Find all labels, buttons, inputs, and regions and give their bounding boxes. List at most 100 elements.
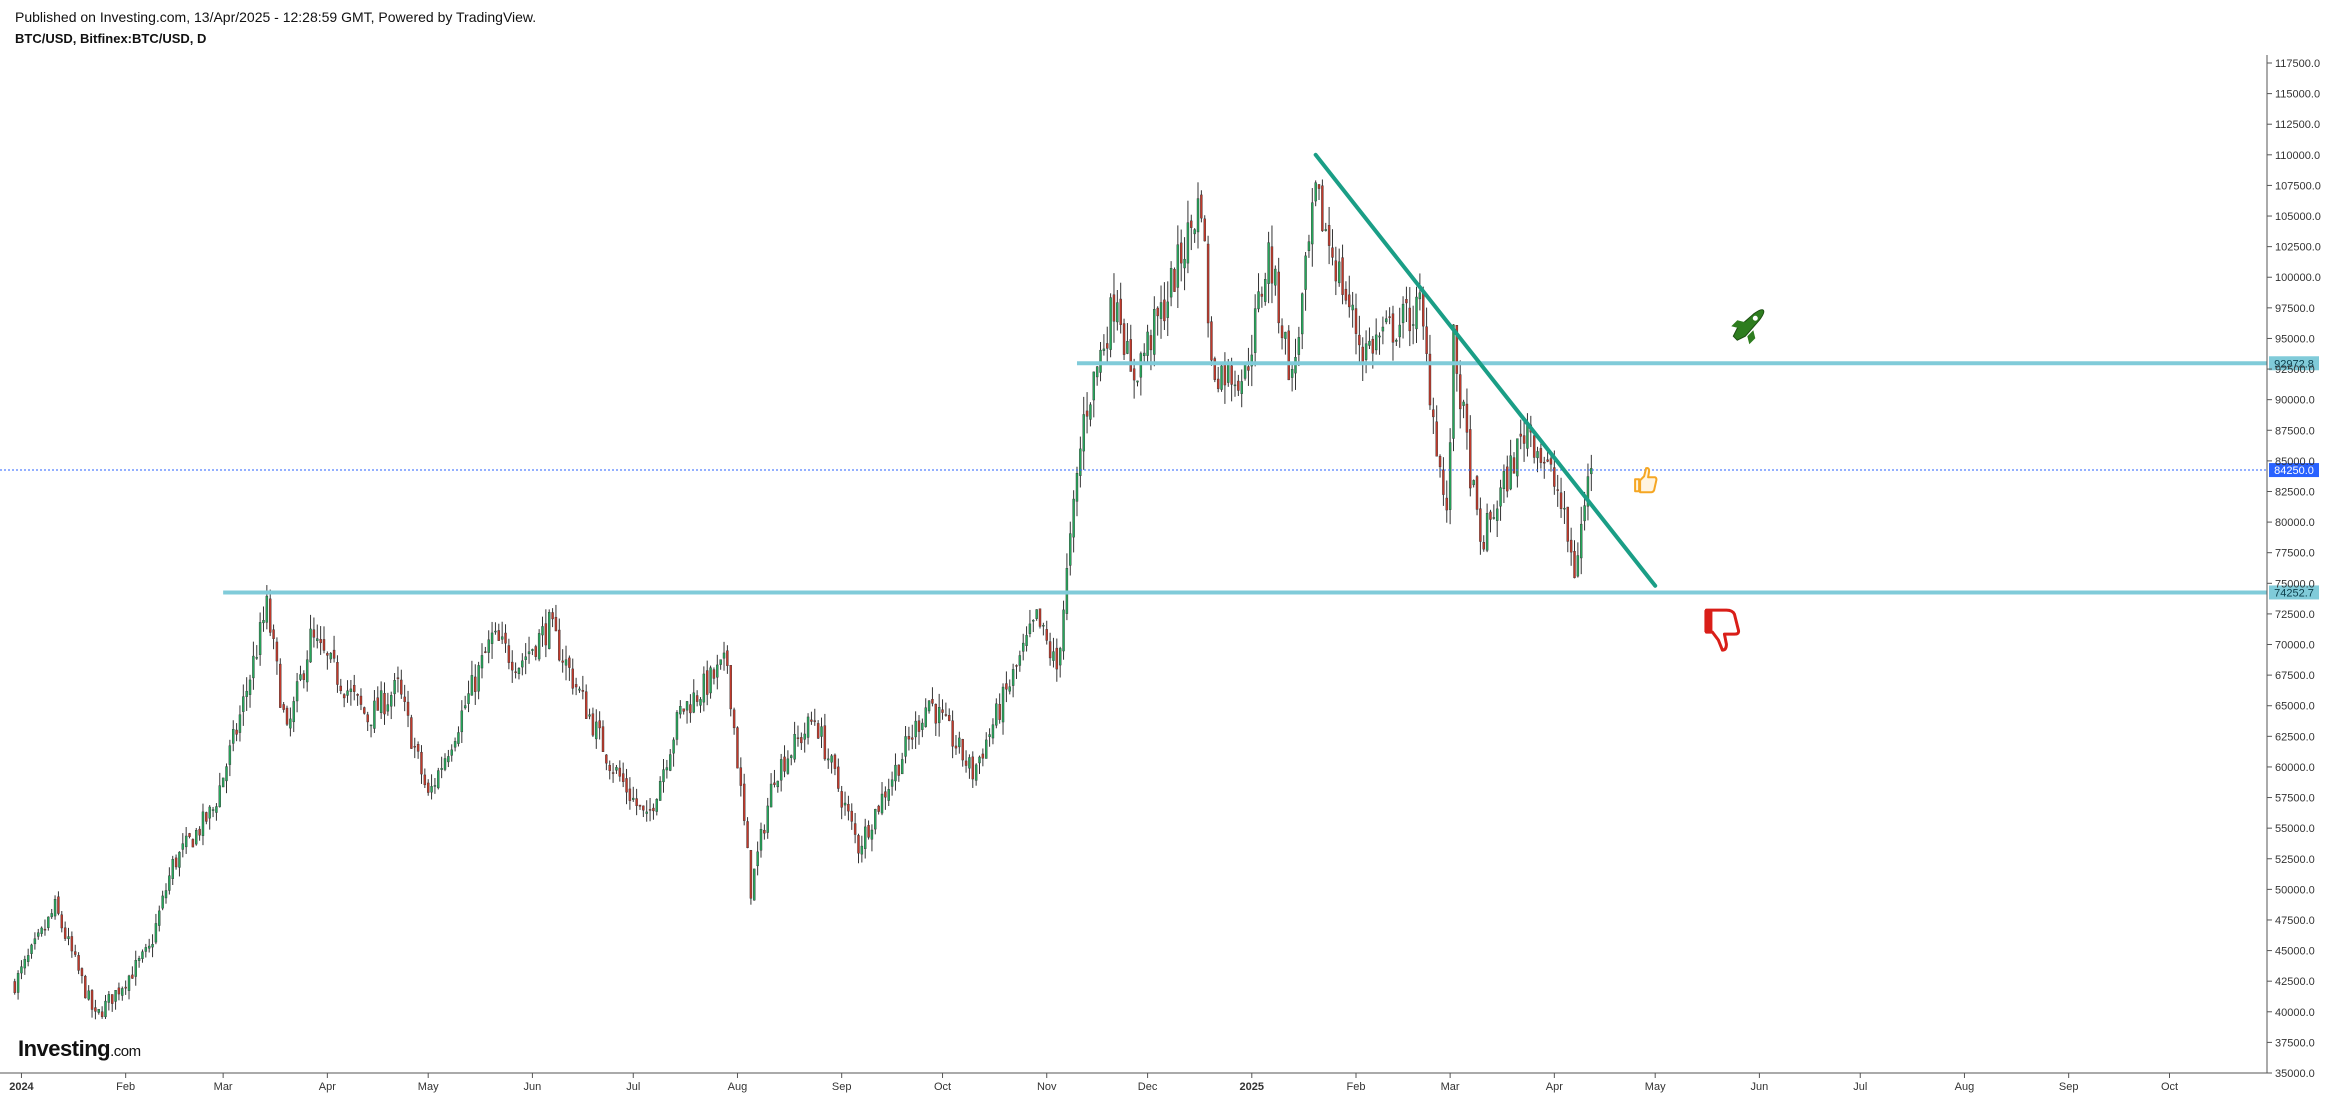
candle-body[interactable] <box>1519 433 1522 437</box>
candle-body[interactable] <box>921 722 924 730</box>
candle-body[interactable] <box>615 767 618 771</box>
candle-body[interactable] <box>759 829 763 851</box>
candle-body[interactable] <box>1361 346 1364 364</box>
candle-body[interactable] <box>897 764 901 776</box>
candle-body[interactable] <box>598 720 601 729</box>
candle-body[interactable] <box>1200 194 1203 219</box>
candle-body[interactable] <box>736 727 739 769</box>
candle-body[interactable] <box>437 770 440 789</box>
candle-body[interactable] <box>595 721 598 740</box>
candle-body[interactable] <box>77 955 80 971</box>
candle-body[interactable] <box>988 734 991 737</box>
candle-body[interactable] <box>837 766 840 789</box>
candle-body[interactable] <box>611 772 615 774</box>
candle-body[interactable] <box>124 986 127 989</box>
candle-body[interactable] <box>907 735 911 740</box>
candle-body[interactable] <box>97 1009 100 1013</box>
candle-body[interactable] <box>937 707 941 724</box>
candle-body[interactable] <box>440 768 443 770</box>
candle-body[interactable] <box>820 726 823 737</box>
candle-body[interactable] <box>954 745 958 749</box>
candle-body[interactable] <box>1442 469 1445 495</box>
candle-body[interactable] <box>1109 297 1112 350</box>
candle-body[interactable] <box>363 707 366 714</box>
candle-body[interactable] <box>1445 497 1448 511</box>
candle-body[interactable] <box>531 649 534 651</box>
candle-body[interactable] <box>1159 302 1163 319</box>
candle-body[interactable] <box>322 639 326 651</box>
candle-body[interactable] <box>1052 651 1055 661</box>
candle-body[interactable] <box>574 684 578 688</box>
candle-body[interactable] <box>1543 461 1546 464</box>
candle-body[interactable] <box>1237 380 1240 391</box>
candle-body[interactable] <box>669 754 672 771</box>
candle-body[interactable] <box>1173 268 1176 292</box>
candle-body[interactable] <box>1422 292 1425 327</box>
candle-body[interactable] <box>60 914 63 929</box>
candle-body[interactable] <box>245 690 248 697</box>
candle-body[interactable] <box>1391 313 1395 343</box>
candle-body[interactable] <box>652 807 655 812</box>
candle-body[interactable] <box>490 632 494 644</box>
candle-body[interactable] <box>80 968 84 977</box>
candle-body[interactable] <box>635 798 638 806</box>
candle-body[interactable] <box>1008 686 1011 692</box>
candle-body[interactable] <box>369 724 373 727</box>
candle-body[interactable] <box>1378 335 1381 338</box>
candle-body[interactable] <box>685 701 689 711</box>
candle-body[interactable] <box>1368 340 1371 346</box>
candle-body[interactable] <box>161 895 164 909</box>
candle-body[interactable] <box>746 821 749 849</box>
candle-body[interactable] <box>1348 294 1351 308</box>
candle-body[interactable] <box>1284 331 1287 339</box>
candle-body[interactable] <box>390 695 393 707</box>
candle-body[interactable] <box>911 737 914 740</box>
candle-body[interactable] <box>1136 380 1139 383</box>
candle-body[interactable] <box>753 868 756 901</box>
candle-body[interactable] <box>890 779 894 787</box>
candle-body[interactable] <box>383 693 386 715</box>
candle-body[interactable] <box>1492 517 1496 519</box>
candle-body[interactable] <box>285 707 289 725</box>
candle-body[interactable] <box>1475 476 1479 510</box>
candle-body[interactable] <box>1267 242 1270 284</box>
candle-body[interactable] <box>511 661 514 671</box>
candle-body[interactable] <box>1590 468 1593 475</box>
candle-body[interactable] <box>1374 334 1378 351</box>
candle-body[interactable] <box>1032 620 1035 622</box>
candle-body[interactable] <box>981 753 985 759</box>
candle-body[interactable] <box>208 806 211 819</box>
candle-body[interactable] <box>1364 343 1368 360</box>
candle-body[interactable] <box>174 857 178 868</box>
candle-body[interactable] <box>215 806 218 813</box>
candle-body[interactable] <box>1405 299 1408 304</box>
candle-body[interactable] <box>756 851 759 867</box>
candle-body[interactable] <box>1260 293 1264 297</box>
candle-body[interactable] <box>995 703 998 726</box>
candle-body[interactable] <box>67 936 70 940</box>
candle-body[interactable] <box>1559 492 1563 509</box>
candle-body[interactable] <box>100 1011 104 1017</box>
candle-body[interactable] <box>679 706 682 715</box>
candle-body[interactable] <box>1455 325 1459 374</box>
candle-body[interactable] <box>53 899 57 917</box>
candle-body[interactable] <box>1489 511 1492 520</box>
candle-body[interactable] <box>1337 261 1341 284</box>
candle-body[interactable] <box>773 782 776 785</box>
candle-body[interactable] <box>1479 508 1482 542</box>
candle-body[interactable] <box>1190 220 1193 228</box>
candle-body[interactable] <box>1462 401 1465 406</box>
candle-body[interactable] <box>1459 374 1462 410</box>
candle-body[interactable] <box>894 764 897 782</box>
candle-body[interactable] <box>1321 185 1324 232</box>
candle-body[interactable] <box>719 659 722 665</box>
candle-body[interactable] <box>1069 533 1072 566</box>
candle-body[interactable] <box>564 659 568 666</box>
candle-body[interactable] <box>393 680 396 695</box>
candle-body[interactable] <box>813 720 816 722</box>
candle-body[interactable] <box>144 947 148 952</box>
candle-body[interactable] <box>107 994 111 1003</box>
candle-body[interactable] <box>1324 229 1327 231</box>
candle-body[interactable] <box>63 927 67 939</box>
candle-body[interactable] <box>225 766 228 782</box>
